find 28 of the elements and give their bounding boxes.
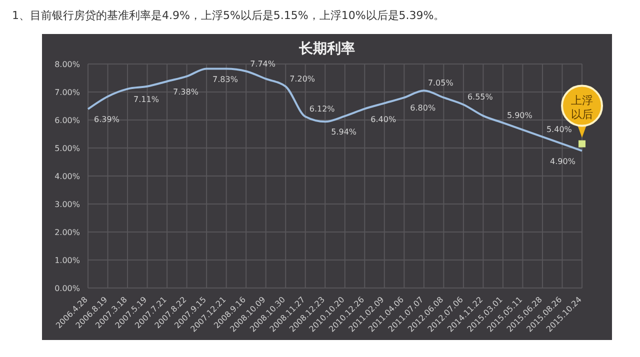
data-label: 5.90% (506, 110, 533, 120)
y-tick-label: 8.00% (54, 60, 80, 69)
data-label: 6.55% (467, 92, 494, 102)
data-label: 7.83% (212, 74, 238, 84)
y-tick-label: 5.00% (54, 144, 80, 153)
data-label: 5.40% (546, 124, 572, 134)
y-tick-label: 2.00% (54, 228, 80, 237)
text: 1、目前银行房贷的基准利率是4.9%，上浮5%以后是5.15%，上浮10%以后是5.39%。 (11, 8, 446, 24)
data-label: 6.80% (410, 104, 436, 113)
y-tick-label: 6.00% (54, 116, 80, 125)
data-label: 6.40% (370, 114, 396, 124)
data-label: 7.05% (428, 78, 454, 88)
data-label: 6.12% (309, 104, 336, 114)
data-label: 7.74% (250, 59, 276, 68)
line-series (87, 68, 583, 152)
y-tick-label: 1.00% (54, 256, 80, 265)
y-tick-label: 4.00% (54, 172, 80, 181)
y-tick-label: 0.00% (54, 284, 80, 293)
data-label: 7.20% (290, 74, 316, 84)
y-tick-label: 3.00% (54, 200, 80, 209)
data-label: 7.38% (173, 87, 199, 96)
data-label: 4.90% (550, 156, 576, 166)
data-label: 5.94% (331, 128, 357, 137)
data-label: 7.11% (134, 94, 160, 104)
data-label: 6.39% (94, 115, 120, 124)
y-tick-label: 7.00% (54, 88, 80, 97)
annotation: 上浮以后 (571, 94, 593, 121)
chart-title: 长期利率 (298, 40, 356, 58)
